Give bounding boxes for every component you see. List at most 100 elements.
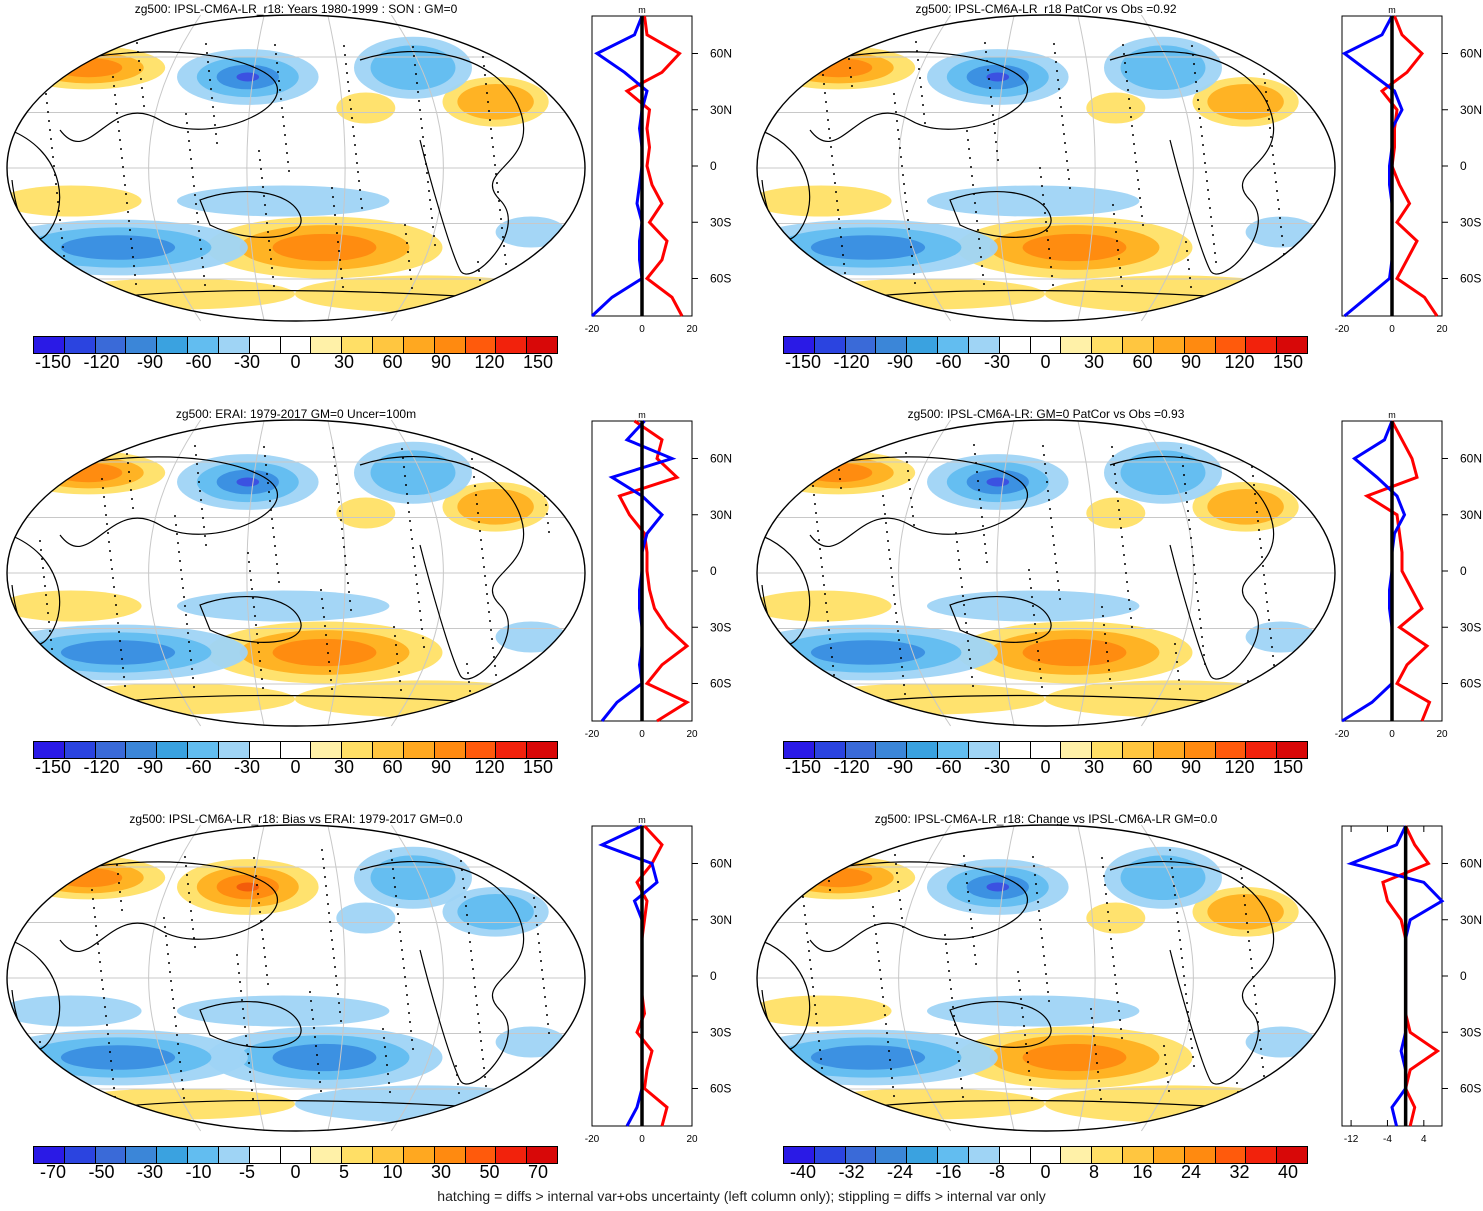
colorbar-swatch <box>64 337 96 353</box>
colorbar-swatch <box>403 742 435 758</box>
lat-tick-label: 30N <box>710 508 732 522</box>
anomaly-region <box>495 1026 567 1058</box>
colorbar-tick-label: -120 <box>833 352 870 372</box>
colorbar-tick-label: -16 <box>935 1162 962 1182</box>
colorbar-swatch <box>876 1147 908 1163</box>
anomaly-region <box>757 185 892 217</box>
colorbar-swatch <box>1153 337 1185 353</box>
colorbar-labels: -70 -50 -30 -10 -5 0 5 10 30 50 70 <box>33 1162 558 1184</box>
colorbar-tick-label: 120 <box>474 757 505 777</box>
colorbar-tick-label: 150 <box>1272 757 1304 777</box>
colorbar-labels: -150 -120 -90 -60 -30 0 30 60 90 120 150 <box>33 757 558 779</box>
colorbar-labels: -150 -120 -90 -60 -30 0 30 60 90 120 150 <box>783 757 1308 779</box>
colorbar-swatch <box>34 1147 65 1163</box>
anomaly-region <box>336 902 396 934</box>
zonal-profile: 60N 30N 0 30S 60S -20 0 20 m <box>1335 5 1482 335</box>
colorbar-swatch <box>434 337 466 353</box>
colorbar-swatch <box>1030 742 1062 758</box>
colorbar-tick-label: 120 <box>474 352 505 372</box>
colorbar-swatch <box>249 1147 281 1163</box>
colorbar-swatch <box>157 337 189 353</box>
colorbar-swatch <box>95 1147 127 1163</box>
colorbar-tick-label: 120 <box>1224 757 1255 777</box>
map-border <box>6 824 586 1132</box>
colorbar-swatch <box>188 337 219 353</box>
lat-tick-label: 60N <box>1460 857 1482 871</box>
colorbar-swatch <box>465 742 497 758</box>
anomaly-region <box>1207 893 1284 930</box>
stippling <box>820 39 1290 289</box>
colorbar-swatch <box>1215 742 1247 758</box>
lat-tick-label: 60S <box>1460 1082 1481 1096</box>
colorbar-swatch <box>64 742 96 758</box>
colorbar-tick-label: -90 <box>886 757 914 777</box>
lat-tick-label: 30S <box>1460 620 1481 634</box>
colorbar-swatch <box>126 742 158 758</box>
continent-outline <box>1109 455 1275 680</box>
colorbar-tick-label: -24 <box>886 1162 914 1182</box>
colorbar-tick-label: -30 <box>983 757 1011 777</box>
colorbar-swatch <box>496 742 528 758</box>
colorbar-tick-label: 30 <box>333 352 355 372</box>
colorbar <box>783 1146 1308 1164</box>
panel-chart: 60N 30N 0 30S 60S -20 0 20 m <box>6 815 732 1145</box>
panel-title: zg500: IPSL-CM6A-LR_r18: Change vs IPSL-… <box>874 812 1218 826</box>
colorbar-swatch <box>1277 742 1308 758</box>
panel-chart: 60N 30N 0 30S 60S -20 0 20 m <box>756 5 1482 335</box>
lat-tick-label: 60S <box>710 272 731 286</box>
map-border <box>6 419 586 727</box>
colorbar-swatch <box>1184 742 1216 758</box>
colorbar-tick-label: -120 <box>833 757 870 777</box>
profile-line-blue <box>1341 420 1407 723</box>
map-border <box>756 824 1336 1132</box>
lat-tick-label: 60S <box>1460 272 1481 286</box>
colorbar-swatch <box>373 337 404 353</box>
x-tick-label: 20 <box>1436 729 1448 740</box>
panel-title: zg500: IPSL-CM6A-LR: GM=0 PatCor vs Obs … <box>907 407 1185 421</box>
colorbar-swatch <box>280 337 312 353</box>
anomaly-region <box>810 1045 926 1070</box>
anomaly-region <box>1086 497 1146 529</box>
colorbar-tick-label: 0 <box>290 352 301 372</box>
colorbar-swatch <box>1061 1147 1093 1163</box>
profile-unit-label: m <box>638 5 646 15</box>
map-field <box>757 420 1335 726</box>
panel-chart: 60N 30N 0 30S 60S -20 0 20 m <box>6 410 732 740</box>
lat-tick-label: 60S <box>710 1082 731 1096</box>
colorbar-swatch <box>126 1147 158 1163</box>
colorbar-tick-label: -150 <box>34 757 72 777</box>
stippling <box>39 39 509 290</box>
colorbar-tick-label: 150 <box>522 757 554 777</box>
lat-tick-label: 30N <box>710 103 732 117</box>
colorbar-swatch <box>938 337 969 353</box>
colorbar-tick-label: 8 <box>1088 1162 1100 1182</box>
colorbar-tick-label: 60 <box>382 352 403 372</box>
colorbar-tick-label: -8 <box>988 1162 1006 1182</box>
colorbar-tick-label: 0 <box>1040 757 1051 777</box>
continent-outline <box>759 51 1028 143</box>
map-border <box>6 14 586 322</box>
continent-outline <box>1109 860 1275 1085</box>
anomaly-region <box>757 590 892 622</box>
map-field <box>7 420 585 726</box>
colorbar-swatch <box>968 742 1000 758</box>
graticule <box>7 824 585 1132</box>
map-border <box>756 14 1336 322</box>
colorbar-tick-label: 150 <box>1272 352 1304 372</box>
colorbar-tick-label: -70 <box>39 1162 67 1182</box>
colorbar-tick-label: 10 <box>382 1162 403 1182</box>
lat-tick-label: 60N <box>710 47 732 61</box>
continent-outline <box>199 595 302 643</box>
anomaly-region <box>59 683 295 715</box>
colorbar-swatch <box>218 1147 250 1163</box>
x-tick-label: 20 <box>686 324 698 335</box>
continent-outline <box>359 50 525 275</box>
colorbar-tick-label: 70 <box>527 1162 549 1182</box>
colorbar-swatch <box>784 1147 815 1163</box>
colorbar-tick-label: -5 <box>238 1162 256 1182</box>
colorbar-tick-label: 24 <box>1180 1162 1202 1182</box>
colorbar-tick-label: -90 <box>886 352 914 372</box>
colorbar-swatch <box>95 742 127 758</box>
colorbar-swatch <box>845 742 877 758</box>
colorbar-tick-label: 40 <box>1277 1162 1299 1182</box>
